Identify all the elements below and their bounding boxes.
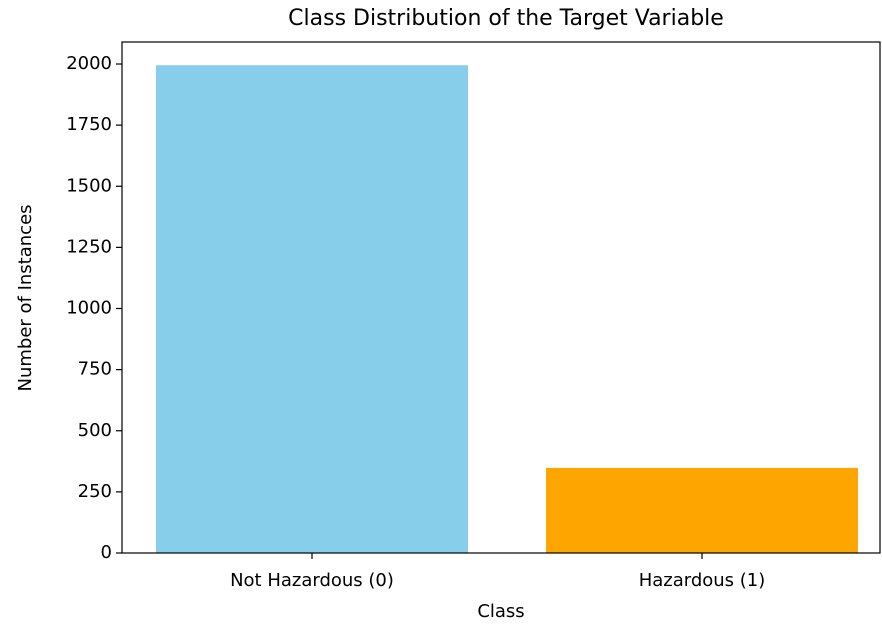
y-tick-label: 750 xyxy=(78,359,112,380)
y-tick-label: 250 xyxy=(78,481,112,502)
x-tick-label: Hazardous (1) xyxy=(639,570,766,591)
x-tick-label: Not Hazardous (0) xyxy=(230,570,394,591)
plot-frame xyxy=(121,41,881,554)
y-tick-label: 1250 xyxy=(66,236,112,257)
x-axis-label: Class xyxy=(477,601,524,622)
bar xyxy=(156,65,468,554)
y-tick-label: 500 xyxy=(78,420,112,441)
y-tick-label: 0 xyxy=(101,542,112,563)
chart-title: Class Distribution of the Target Variabl… xyxy=(288,6,724,31)
bar xyxy=(546,467,858,553)
y-tick-label: 1750 xyxy=(66,114,112,135)
y-tick-label: 1500 xyxy=(66,175,112,196)
y-tick-label: 2000 xyxy=(66,53,112,74)
y-axis-label: Number of Instances xyxy=(15,204,36,391)
y-tick-label: 1000 xyxy=(66,298,112,319)
